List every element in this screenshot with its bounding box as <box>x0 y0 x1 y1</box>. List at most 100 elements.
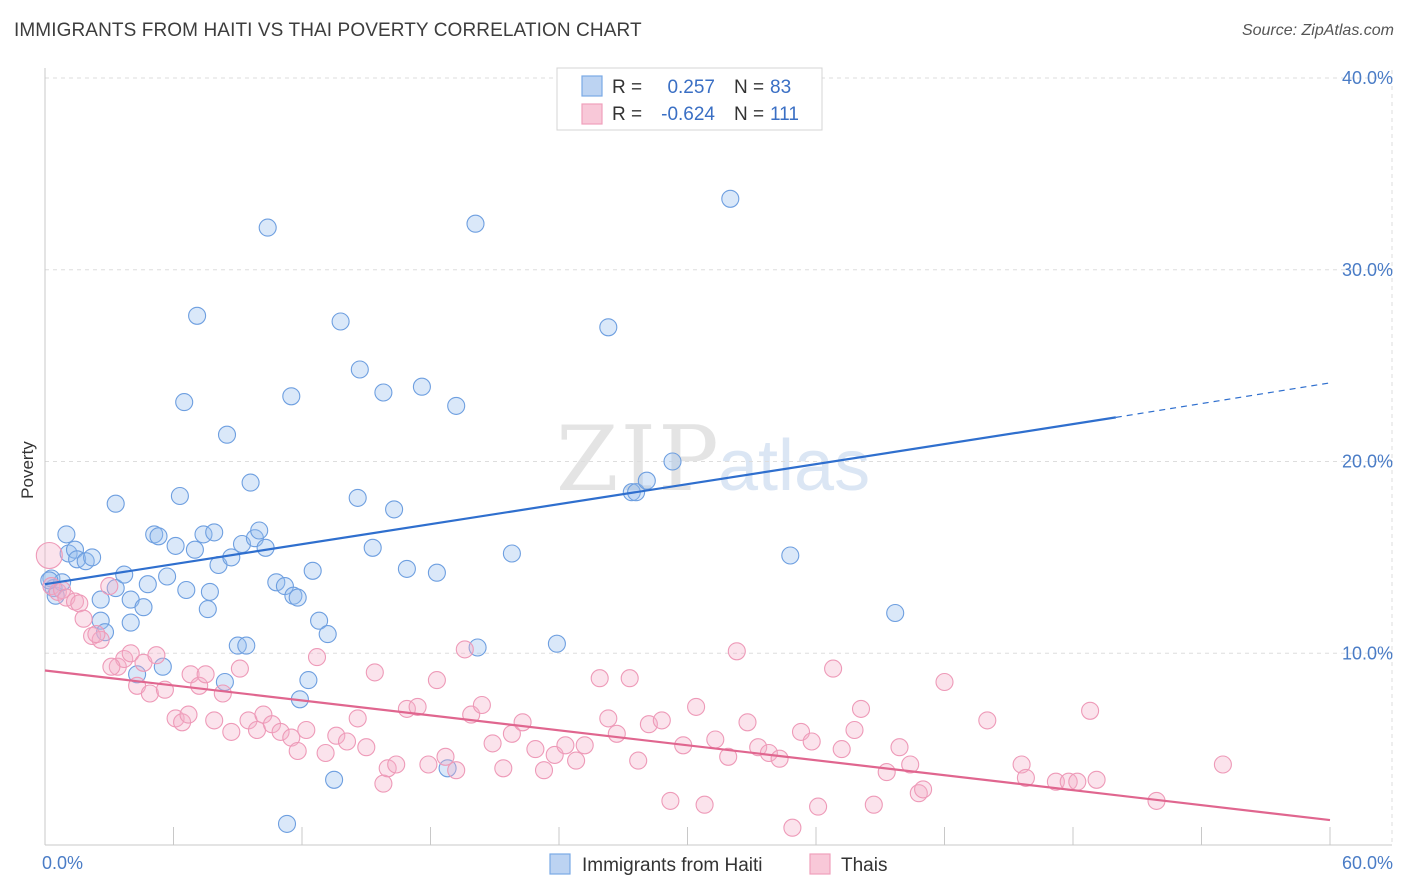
legend-n-value-haiti: 83 <box>770 77 791 98</box>
thais-trend-line <box>44 669 1331 822</box>
thais-point <box>271 722 290 741</box>
thais-point <box>749 738 768 757</box>
haiti-point <box>198 600 217 619</box>
haiti-point <box>241 473 260 492</box>
thais-point <box>1213 755 1232 774</box>
bottom-legend-swatch-haiti <box>549 853 571 875</box>
thais-point <box>357 738 376 757</box>
watermark-zip: ZIP <box>556 407 721 512</box>
legend-swatch-thais <box>581 103 603 125</box>
thais-point <box>719 747 738 766</box>
haiti-point <box>237 636 256 655</box>
thais-point <box>629 751 648 770</box>
thais-point <box>695 795 714 814</box>
haiti-point <box>83 548 102 567</box>
thais-point <box>534 761 554 780</box>
thais-point <box>770 749 789 768</box>
haiti-point <box>250 521 269 540</box>
thais-point <box>802 732 821 751</box>
thais-point <box>687 697 706 716</box>
trend-lines <box>44 382 1331 822</box>
thais-point <box>607 724 626 743</box>
thais-point <box>1081 701 1100 720</box>
thais-point <box>205 711 224 730</box>
haiti-point <box>200 582 219 601</box>
thais-point <box>1068 772 1087 791</box>
legend-n-label-thais: N = <box>734 104 764 125</box>
haiti-point <box>331 312 350 331</box>
chart-source: Source: ZipAtlas.com <box>1241 22 1394 39</box>
haiti-point <box>374 383 393 402</box>
haiti-point <box>427 563 446 582</box>
thais-point <box>455 640 474 659</box>
thais-point <box>567 751 586 770</box>
haiti-point <box>599 318 618 337</box>
haiti-point <box>267 573 286 592</box>
haiti-point <box>547 634 566 653</box>
thais-point <box>419 755 438 774</box>
thais-point <box>70 594 89 613</box>
thais-point <box>365 663 384 682</box>
bottom-legend: Immigrants from Haiti Thais <box>549 853 887 876</box>
haiti-point <box>149 527 168 546</box>
haiti-point <box>166 536 185 555</box>
haiti-point <box>217 425 237 444</box>
haiti-point <box>106 579 125 598</box>
thais-point <box>472 695 491 715</box>
axes <box>44 68 1392 846</box>
thais-point <box>297 720 316 740</box>
legend-r-value-haiti: 0.257 <box>667 77 715 98</box>
thais-point <box>179 705 198 724</box>
y-tick-label: 20.0% <box>1342 452 1393 472</box>
haiti-point <box>303 561 322 580</box>
thais-point <box>738 713 757 732</box>
tick-labels: 10.0% 20.0% 30.0% 40.0% 0.0% 60.0% <box>42 68 1393 873</box>
haiti-point <box>318 625 337 644</box>
haiti-point <box>781 546 800 565</box>
haiti-point <box>153 657 172 676</box>
thais-point <box>222 722 241 741</box>
thais-point <box>196 665 215 684</box>
haiti-point <box>205 523 224 542</box>
thais-point <box>1087 770 1106 789</box>
bottom-legend-swatch-thais <box>809 853 831 875</box>
thais-point <box>599 709 618 728</box>
thais-point <box>652 711 671 730</box>
thais-point <box>845 720 864 740</box>
thais-point <box>147 646 166 665</box>
haiti-point <box>138 575 157 594</box>
legend-r-label-haiti: R = <box>612 77 642 98</box>
thais-point <box>316 743 335 763</box>
thais-point <box>230 659 249 678</box>
haiti-point <box>121 613 140 632</box>
y-axis-label: Poverty <box>18 441 37 499</box>
thais-point <box>824 659 843 678</box>
thais-point <box>661 791 680 810</box>
thais-point <box>783 818 802 837</box>
haiti-point <box>310 611 329 630</box>
legend: R = 0.257 N = 83 R = -0.624 N = 111 <box>556 67 823 131</box>
haiti-point <box>57 525 76 544</box>
haiti-point <box>637 471 656 490</box>
thais-point <box>1016 768 1035 787</box>
thais-point <box>436 747 455 766</box>
thais-point <box>121 644 140 663</box>
haiti-point <box>363 538 382 557</box>
haiti-point <box>447 396 466 415</box>
thais-point <box>1046 772 1065 791</box>
bottom-legend-label-thais: Thais <box>841 855 887 876</box>
haiti-point <box>177 580 196 600</box>
haiti-point <box>502 544 521 563</box>
thais-point <box>348 709 367 728</box>
thais-point <box>140 684 159 703</box>
haiti-point <box>175 393 194 412</box>
haiti-point <box>299 671 318 690</box>
haiti-point <box>158 567 177 586</box>
thais-point <box>307 648 327 667</box>
haiti-point <box>188 306 207 325</box>
thais-point <box>427 671 446 690</box>
haiti-point <box>348 488 367 507</box>
thais-point <box>74 609 93 628</box>
haiti-point <box>466 214 485 233</box>
